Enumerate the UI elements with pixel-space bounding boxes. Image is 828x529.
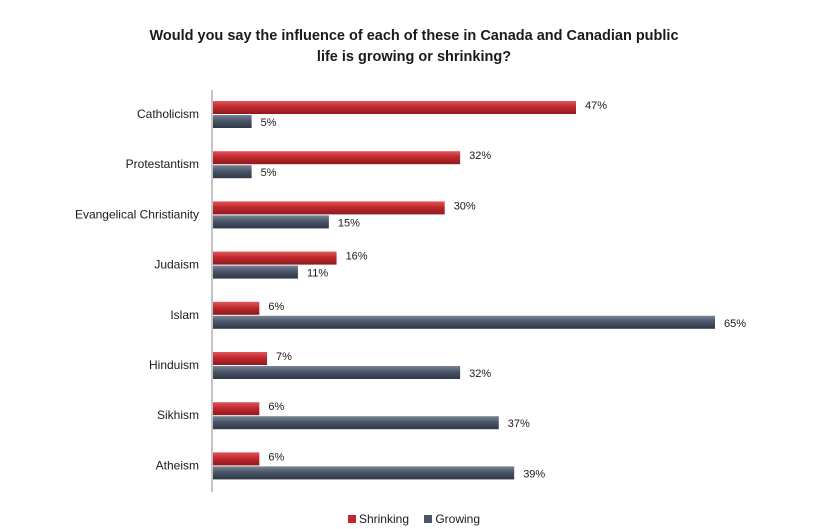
- data-label-growing-evangelical-christianity: 15%: [338, 217, 360, 229]
- data-label-shrinking-atheism: 6%: [268, 451, 284, 463]
- legend-label-shrinking: Shrinking: [358, 512, 409, 526]
- plot-area: Catholicism 47% 5% Protestantism 32% 5% Evange…: [75, 100, 746, 480]
- legend-item-shrinking: Shrinking: [347, 512, 409, 526]
- data-label-shrinking-sikhism: 6%: [268, 401, 284, 413]
- category-label-atheism: Atheism: [156, 458, 199, 472]
- legend-swatch-growing: [424, 515, 433, 523]
- bar-growing-islam: [213, 315, 715, 329]
- category-label-judaism: Judaism: [154, 258, 199, 272]
- bar-shrinking-protestantism: [213, 151, 461, 165]
- chart-title: Would you say the influence of each of t…: [0, 26, 828, 68]
- data-label-growing-hinduism: 32%: [469, 368, 491, 380]
- category-label-sikhism: Sikhism: [157, 408, 199, 422]
- data-label-growing-protestantism: 5%: [261, 167, 277, 179]
- data-label-shrinking-catholicism: 47%: [585, 100, 607, 112]
- legend-swatch-shrinking: [347, 515, 356, 523]
- bar-shrinking-evangelical-christianity: [213, 201, 445, 215]
- bar-growing-atheism: [213, 466, 515, 480]
- data-label-shrinking-judaism: 16%: [346, 251, 368, 263]
- category-label-catholicism: Catholicism: [137, 107, 199, 121]
- data-label-shrinking-hinduism: 7%: [276, 351, 292, 363]
- bar-shrinking-hinduism: [213, 352, 268, 365]
- category-label-protestantism: Protestantism: [126, 157, 199, 171]
- bar-growing-protestantism: [213, 165, 252, 179]
- bar-growing-catholicism: [213, 115, 252, 128]
- legend-item-growing: Growing: [424, 512, 480, 526]
- data-label-growing-atheism: 39%: [523, 468, 545, 480]
- data-label-growing-catholicism: 5%: [261, 117, 277, 129]
- category-label-islam: Islam: [170, 308, 199, 322]
- data-label-shrinking-protestantism: 32%: [469, 150, 491, 162]
- bar-growing-judaism: [213, 265, 298, 279]
- bar-shrinking-atheism: [213, 452, 260, 466]
- bar-shrinking-islam: [213, 301, 260, 315]
- bar-shrinking-catholicism: [213, 101, 576, 114]
- bar-growing-hinduism: [213, 366, 461, 379]
- data-label-growing-sikhism: 37%: [508, 418, 530, 430]
- chart-title-line-1: Would you say the influence of each of t…: [149, 28, 679, 44]
- bar-shrinking-sikhism: [213, 402, 260, 416]
- bar-growing-sikhism: [213, 416, 499, 430]
- legend-label-growing: Growing: [435, 512, 481, 526]
- data-label-growing-judaism: 11%: [307, 268, 328, 280]
- bar-shrinking-judaism: [213, 251, 337, 265]
- data-label-shrinking-evangelical-christianity: 30%: [454, 200, 476, 212]
- category-label-hinduism: Hinduism: [149, 358, 199, 372]
- data-label-growing-islam: 65%: [724, 318, 746, 330]
- bar-growing-evangelical-christianity: [213, 215, 329, 229]
- chart-title-line-2: life is growing or shrinking?: [316, 49, 512, 65]
- category-label-evangelical-christianity: Evangelical Christianity: [75, 207, 199, 221]
- legend: Shrinking Growing: [0, 512, 828, 526]
- data-label-shrinking-islam: 6%: [268, 301, 284, 313]
